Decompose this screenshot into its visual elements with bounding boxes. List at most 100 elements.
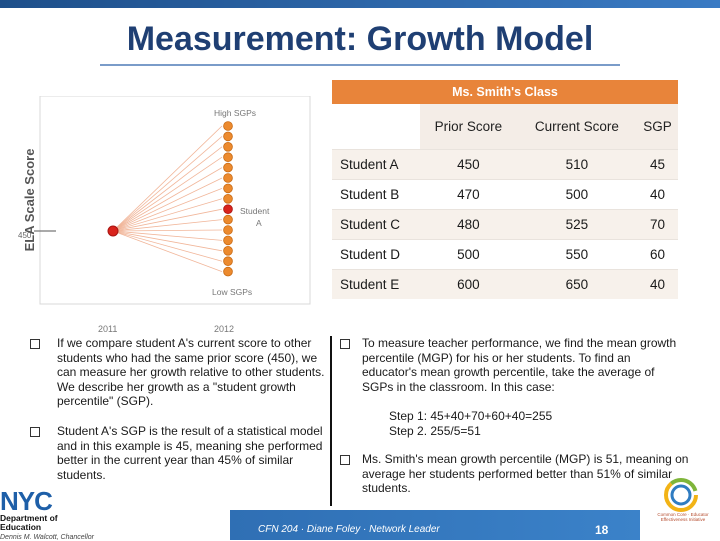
doe-line-1: Department of	[0, 513, 58, 523]
student-name: Student A	[332, 149, 420, 180]
table-row: Student C 480 525 70	[332, 209, 678, 240]
percentile-dot	[223, 246, 233, 256]
percentile-dot	[223, 152, 233, 162]
calc-step-1: Step 1: 45+40+70+60+40=255	[389, 409, 553, 423]
left-bullet-2: Student A's SGP is the result of a stati…	[57, 424, 323, 482]
page-number: 18	[595, 523, 609, 537]
bullet-box-icon	[30, 427, 40, 437]
calc-step-2: Step 2. 255/5=51	[389, 424, 481, 438]
right-bullet-1: To measure teacher performance, we find …	[362, 336, 677, 394]
growth-ray	[112, 219, 223, 232]
y-axis-label: ELA Scale Score	[22, 149, 37, 252]
growth-ray	[112, 146, 223, 232]
doe-name: Department of Education	[0, 514, 58, 532]
left-bullet-1: If we compare student A's current score …	[57, 336, 325, 408]
footer-text: CFN 204 · Diane Foley · Network Leader	[258, 524, 440, 535]
table-row: Student B 470 500 40	[332, 179, 678, 210]
growth-ray	[112, 230, 223, 262]
student-a-label-1: Student	[240, 206, 270, 216]
percentile-dot	[223, 131, 233, 142]
percentile-dot	[223, 162, 233, 173]
bullet-box-icon	[30, 339, 40, 349]
title-divider	[100, 64, 620, 66]
doe-line-2: Education	[0, 522, 42, 532]
table-row: Student E 600 650 40	[332, 269, 678, 299]
growth-rays	[112, 125, 223, 272]
sgp-value: 40	[637, 179, 678, 210]
growth-ray	[112, 188, 223, 232]
student-name: Student C	[332, 209, 420, 240]
percentile-dot	[223, 141, 233, 152]
table-row: Student A 450 510 45	[332, 149, 678, 180]
footer: CFN 204 · Diane Foley · Network Leader 1…	[0, 510, 720, 540]
citywide-swirl-icon	[664, 478, 698, 512]
current-score: 525	[516, 209, 638, 240]
percentile-dot	[223, 256, 233, 267]
growth-ray	[112, 125, 223, 232]
table-header-row: Prior Score Current Score SGP	[332, 104, 678, 150]
top-accent-bar	[0, 0, 720, 8]
table-row: Student D 500 550 60	[332, 239, 678, 270]
percentile-dot	[223, 225, 233, 235]
chancellor-name: Dennis M. Walcott, Chancellor	[0, 534, 95, 541]
percentile-dot	[223, 266, 233, 277]
growth-ray	[112, 177, 223, 232]
citywide-logo: Common Core · Educator Effectiveness Ini…	[650, 478, 712, 528]
sgp-value: 45	[637, 149, 678, 180]
x-tick-2011: 2011	[98, 324, 117, 334]
header-blank	[332, 104, 420, 150]
chart-frame	[39, 96, 311, 305]
prior-score: 600	[420, 269, 517, 299]
growth-ray	[112, 230, 223, 241]
percentile-dot	[223, 214, 233, 225]
percentile-dot	[223, 235, 233, 246]
right-bullet-2: Ms. Smith's mean growth percentile (MGP)…	[362, 452, 689, 495]
growth-ray	[112, 230, 223, 252]
student-name: Student B	[332, 179, 420, 210]
percentile-dot	[223, 173, 233, 183]
growth-chart: ELA Scale Score 450 High SGPs Low SGPs S…	[18, 96, 311, 334]
growth-ray	[112, 198, 223, 232]
x-tick-2012: 2012	[214, 324, 234, 334]
student-a-current-dot	[223, 204, 233, 214]
class-scores-table: Ms. Smith's Class Prior Score Current Sc…	[332, 80, 678, 299]
prior-score: 500	[420, 239, 517, 270]
percentile-dot	[223, 183, 233, 194]
citywide-text: Common Core · Educator Effectiveness Ini…	[657, 512, 709, 522]
high-sgps-label: High SGPs	[214, 108, 256, 118]
page-title: Measurement: Growth Model	[126, 20, 594, 58]
header-sgp: SGP	[637, 104, 678, 150]
growth-ray	[112, 136, 223, 232]
footer-bar	[230, 510, 640, 540]
growth-ray	[112, 230, 223, 272]
bullet-box-icon	[340, 339, 350, 349]
sgp-value: 60	[637, 239, 678, 270]
percentile-dots	[223, 121, 233, 277]
column-divider	[330, 336, 332, 506]
prior-score: 450	[420, 149, 517, 180]
student-a-prior-dot	[107, 225, 119, 237]
student-name: Student D	[332, 239, 420, 270]
header-prior-score: Prior Score	[420, 104, 517, 150]
bullet-box-icon	[340, 455, 350, 465]
table-caption-row: Ms. Smith's Class	[332, 80, 678, 104]
header-current-score: Current Score	[516, 104, 638, 150]
prior-score: 470	[420, 179, 517, 210]
growth-ray	[112, 229, 223, 232]
student-a-label-2: A	[256, 218, 262, 228]
growth-ray	[112, 156, 223, 232]
y-tick-label: 450	[18, 231, 32, 240]
nyc-doe-logo: NYC Department of Education Dennis M. Wa…	[0, 486, 110, 541]
current-score: 510	[516, 149, 638, 180]
prior-score: 480	[420, 209, 517, 240]
current-score: 650	[516, 269, 638, 299]
growth-ray	[112, 208, 223, 232]
current-score: 550	[516, 239, 638, 270]
sgp-value: 70	[637, 209, 678, 240]
growth-ray	[112, 167, 223, 232]
low-sgps-label: Low SGPs	[212, 287, 252, 297]
percentile-dot	[223, 121, 233, 131]
student-name: Student E	[332, 269, 420, 299]
nyc-logo-text: NYC	[0, 486, 53, 516]
sgp-value: 40	[637, 269, 678, 299]
